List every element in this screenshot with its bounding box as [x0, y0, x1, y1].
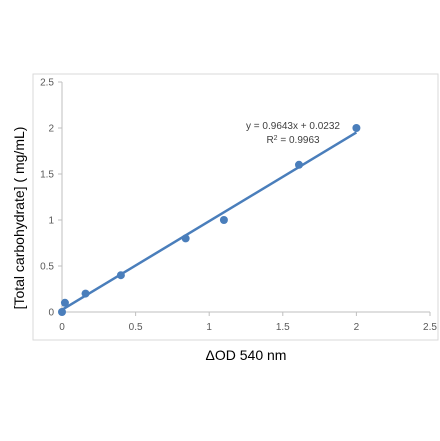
data-points	[58, 124, 361, 316]
x-tick-label: 1.5	[276, 322, 290, 333]
trendline-group	[61, 131, 358, 311]
data-point	[81, 289, 90, 298]
r-squared-sup: 2	[274, 135, 278, 142]
axes	[61, 82, 430, 313]
r-squared-label: R2 = 0.9963	[266, 135, 320, 147]
x-tick-label: 0.5	[129, 322, 143, 333]
data-point	[60, 298, 69, 307]
y-tick-label: 2.5	[40, 78, 54, 89]
data-point	[219, 216, 228, 224]
x-tick-label: 0	[59, 322, 65, 333]
y-tick-label: 1	[48, 216, 54, 227]
x-tick-label: 2	[354, 322, 360, 333]
x-tick-label: 2.5	[423, 322, 437, 333]
data-point	[58, 308, 66, 316]
data-point	[116, 271, 125, 280]
y-tick-label: 0.5	[40, 262, 54, 273]
trendline	[61, 131, 358, 311]
data-point	[181, 234, 190, 243]
y-tick-label: 1.5	[40, 170, 54, 181]
trendline-equation: y = 0.9643x + 0.0232	[246, 121, 340, 132]
x-tick-label: 1	[206, 322, 212, 333]
r-squared-r: R	[266, 135, 273, 146]
data-point	[352, 124, 361, 132]
y-tick-label: 2	[48, 124, 54, 135]
tick-labels: 0 0.5 1 1.5 2 2.5 0 0.5 1 1.5 2 2.5	[40, 78, 437, 334]
y-axis-title: [Total carbohydrate] ( mg/mL)	[11, 127, 27, 310]
y-tick-label: 0	[48, 308, 54, 319]
r-squared-value: = 0.9963	[278, 135, 320, 146]
data-point	[294, 160, 303, 169]
x-axis-title: ΔOD 540 nm	[206, 347, 287, 363]
chart-border	[32, 73, 439, 341]
